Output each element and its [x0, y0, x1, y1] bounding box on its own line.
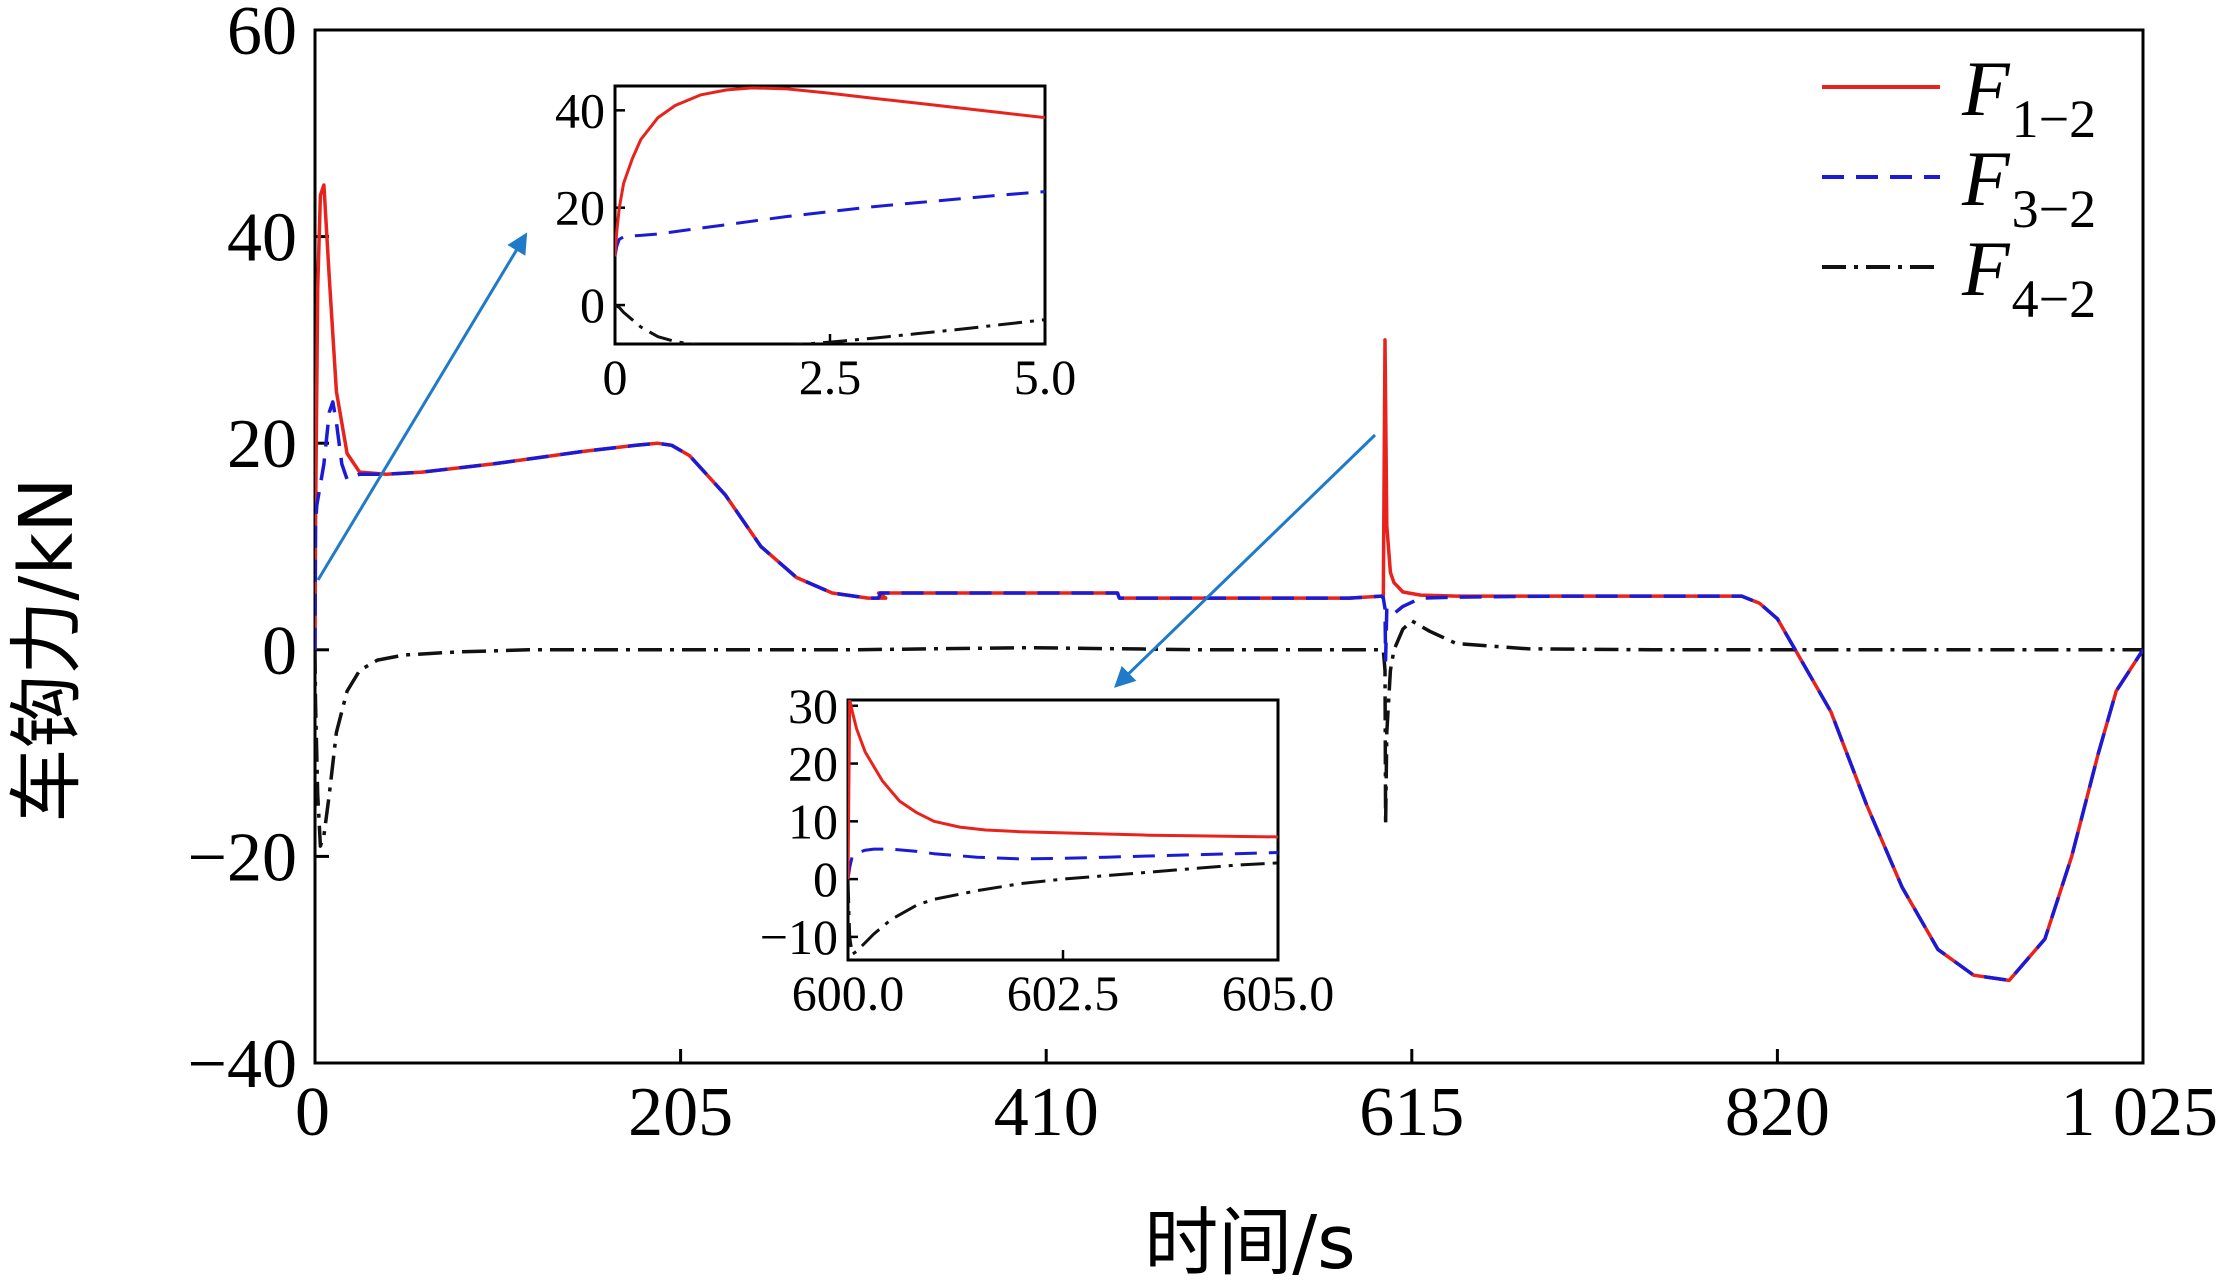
- arrow-to-600s-inset: [1113, 433, 1377, 688]
- x-tick-label: 410: [994, 1074, 1099, 1151]
- inset-y-tick-label: 30: [788, 678, 838, 734]
- main-plot-area: 0 205 410 615 820 1 025 −40 −20 0 20 40 60: [188, 0, 2218, 1151]
- legend-label-subscript: 4−2: [2012, 269, 2096, 329]
- inset-y-tick-label: 10: [788, 793, 838, 849]
- inset-x-tick-label: 600.0: [792, 965, 905, 1021]
- legend-label-subscript: 1−2: [2012, 89, 2096, 149]
- inset-x-tick-label: 5.0: [1014, 349, 1077, 405]
- x-axis-title: 时间/s: [1144, 1200, 1356, 1286]
- y-tick-label: 0: [262, 613, 297, 690]
- inset-x-tick-label: 602.5: [1007, 965, 1120, 1021]
- y-tick-label: −40: [188, 1026, 297, 1103]
- series-line-F4−2: [848, 861, 1278, 956]
- x-tick-label: 615: [1359, 1074, 1464, 1151]
- inset-x-tick-label: 605.0: [1222, 965, 1335, 1021]
- inset-x-tick-label: 0: [603, 349, 628, 405]
- series-line-F4−2: [315, 619, 2143, 848]
- inset-frame: [613, 84, 1047, 346]
- inset-y-tick-label: 0: [580, 277, 605, 333]
- series-line-F1−2: [615, 86, 1045, 257]
- x-tick-label: 1 025: [2061, 1074, 2219, 1151]
- legend-label-F1−2: F1−2: [1961, 45, 2096, 149]
- inset-frame: [846, 698, 1280, 962]
- legend-label-F4−2: F4−2: [1961, 225, 2096, 329]
- legend-label-main: F: [1961, 225, 2011, 312]
- inset-x-tick-label: 2.5: [799, 349, 862, 405]
- inset-plot-start: 0 2.5 5.0 0 20 40: [555, 82, 1076, 405]
- legend-label-subscript: 3−2: [2012, 179, 2096, 239]
- inset-y-tick-label: −10: [760, 909, 838, 965]
- y-tick-label: 40: [227, 200, 297, 277]
- series-line-F3−2: [848, 847, 1278, 880]
- series-line-F3−2: [615, 190, 1045, 257]
- legend-label-F3−2: F3−2: [1961, 135, 2096, 239]
- x-tick-label: 0: [295, 1074, 330, 1151]
- y-tick-label: 60: [227, 0, 297, 70]
- x-tick-label: 205: [628, 1074, 733, 1151]
- inset-y-tick-label: 40: [555, 82, 605, 138]
- inset-y-tick-label: 20: [555, 180, 605, 236]
- x-tick-label: 820: [1725, 1074, 1830, 1151]
- legend-label-main: F: [1961, 135, 2011, 222]
- inset-y-tick-label: 0: [813, 851, 838, 907]
- series-line-F3−2: [315, 400, 2143, 983]
- annotation-arrows: [316, 232, 1377, 688]
- series-line-F4−2: [615, 303, 1045, 344]
- legend-label-main: F: [1961, 45, 2011, 132]
- legend: F1−2F3−2F4−2: [1822, 45, 2096, 329]
- arrow-to-start-inset: [316, 232, 528, 581]
- inset-y-tick-label: 20: [788, 736, 838, 792]
- y-tick-label: −20: [188, 819, 297, 896]
- y-tick-label: 20: [227, 406, 297, 483]
- y-axis-title: 车钩力/kN: [4, 477, 90, 822]
- series-line-F1−2: [848, 700, 1278, 880]
